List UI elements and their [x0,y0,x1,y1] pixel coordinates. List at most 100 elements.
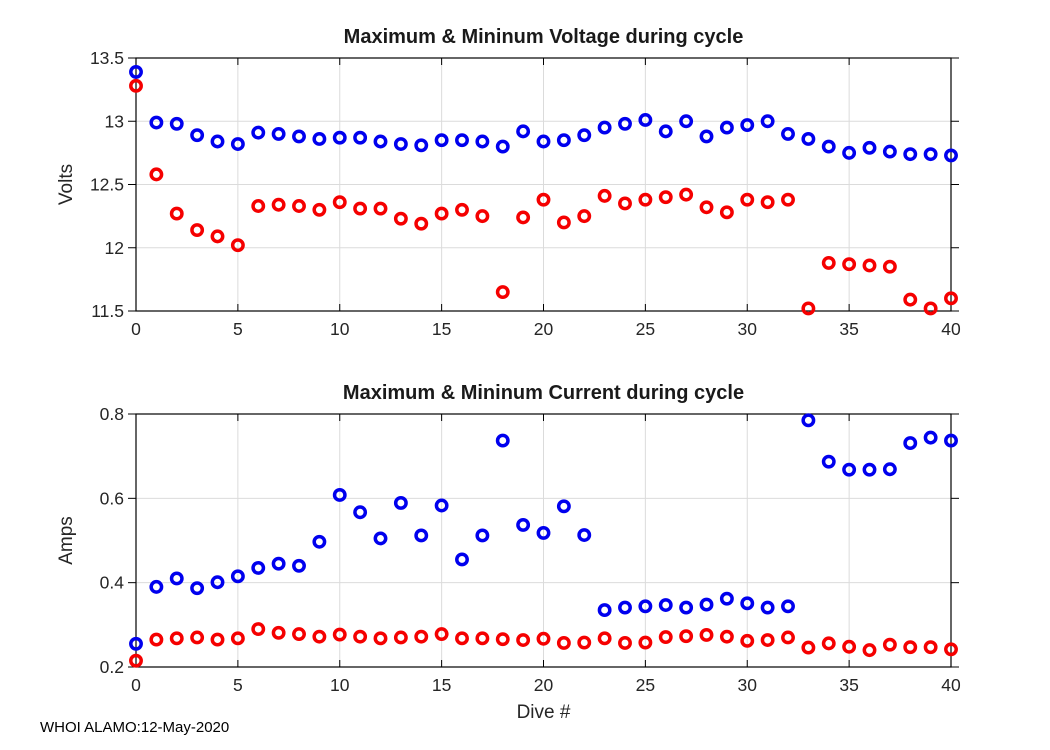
max-voltage-marker [536,134,551,149]
min-current-marker [434,627,449,642]
min-current-marker [679,629,694,644]
chart-voltage-svg: 0 5 10 15 20 25 30 35 40 11.5 12 12.5 13 13.5 Maximum … [56,26,961,339]
max-current-marker [760,600,775,615]
min-voltage-marker [699,200,714,215]
max-current-marker [556,499,571,514]
y-tick-labels: 11.5 12 12.5 13 13.5 [90,48,124,321]
max-current-marker [230,569,245,584]
x-tick-label: 40 [941,675,961,695]
min-voltage-marker [251,199,266,213]
max-voltage-marker [699,129,714,144]
min-current-marker [353,629,368,644]
min-voltage-marker [658,190,673,205]
max-current-marker [393,496,408,510]
max-current-marker [801,413,816,428]
max-voltage-marker [373,134,388,149]
max-voltage-marker [393,137,408,151]
x-tick-label: 25 [636,675,655,695]
max-voltage-marker [455,133,469,148]
max-current-marker [332,488,347,502]
min-current-marker [740,633,755,648]
min-voltage-marker [740,192,755,207]
x-tick-label: 30 [738,319,758,339]
min-current-marker [658,630,673,645]
min-voltage-marker [353,201,368,216]
x-tick-label: 5 [233,675,243,695]
max-voltage-marker [862,140,877,155]
max-current-marker [516,517,531,532]
y-tick-label: 13 [105,111,124,131]
max-voltage-marker [882,144,897,159]
min-current-marker [903,640,918,655]
min-voltage-marker [556,215,571,230]
y-axis-label: Amps [56,516,77,565]
min-voltage-marker [312,202,327,217]
voltage-chart: 0 5 10 15 20 25 30 35 40 11.5 12 12.5 13 13.5 Maximum … [56,26,961,339]
max-voltage-marker [944,148,958,163]
min-voltage-marker [190,223,205,237]
min-voltage-marker [373,201,388,216]
y-tick-label: 0.4 [100,573,125,593]
max-voltage-marker [129,64,143,79]
max-current-marker [271,556,286,571]
x-tick-label: 20 [534,319,554,339]
min-voltage-marker [475,209,490,224]
max-voltage-marker [842,145,857,160]
x-tick-labels: 0 5 10 15 20 25 30 35 40 [131,675,961,695]
max-voltage-marker [230,137,245,151]
min-current-marker [251,622,266,637]
min-voltage-marker [842,257,857,272]
x-tick-label: 10 [330,319,350,339]
min-current-marker [719,629,734,644]
x-tick-label: 10 [330,675,350,695]
max-voltage-marker [414,138,429,153]
max-voltage-marker [618,116,632,131]
max-current-marker [353,505,368,520]
min-voltage-marker [230,238,245,253]
min-current-marker [781,630,795,645]
min-voltage-marker [862,258,877,273]
min-voltage-marker [597,188,612,203]
min-current-marker [373,631,388,646]
max-voltage-marker [169,116,184,131]
min-current-marker [842,639,857,654]
max-voltage-marker [271,126,286,141]
min-current-marker [862,643,877,658]
series-min-voltage [129,78,958,316]
max-current-marker [129,636,143,651]
x-tick-label: 0 [131,319,141,339]
watermark-text: WHOI ALAMO:12-May-2020 [40,719,230,736]
min-current-marker [944,642,958,657]
plot-frame [135,57,952,312]
min-current-marker [760,633,775,647]
max-current-marker [536,525,551,540]
x-axis-label: Dive # [517,702,571,723]
y-tick-label: 11.5 [91,301,124,321]
x-tick-labels: 0 5 10 15 20 25 30 35 40 [131,319,961,339]
chart-title: Maximum & Mininum Current during cycle [343,382,744,404]
min-current-marker [699,628,714,642]
y-tick-label: 13.5 [90,48,124,68]
min-current-marker [169,631,184,646]
x-tick-label: 35 [839,319,858,339]
max-current-marker [577,528,592,542]
y-axis-label: Volts [56,164,77,205]
gridlines [136,414,951,667]
min-current-marker [149,632,164,647]
x-tick-label: 0 [131,675,141,695]
min-voltage-marker [516,210,531,225]
max-voltage-marker [251,125,266,140]
max-voltage-marker [577,128,592,143]
max-voltage-marker [597,120,612,135]
min-voltage-marker [210,229,225,244]
min-voltage-marker [903,292,918,307]
min-voltage-marker [292,199,306,213]
x-tick-label: 15 [432,319,451,339]
max-current-marker [169,571,184,586]
max-voltage-marker [638,113,653,127]
max-current-marker [292,558,306,573]
min-current-marker [230,631,245,646]
min-voltage-marker [821,255,836,270]
min-voltage-marker [169,206,184,221]
x-tick-label: 20 [534,675,554,695]
